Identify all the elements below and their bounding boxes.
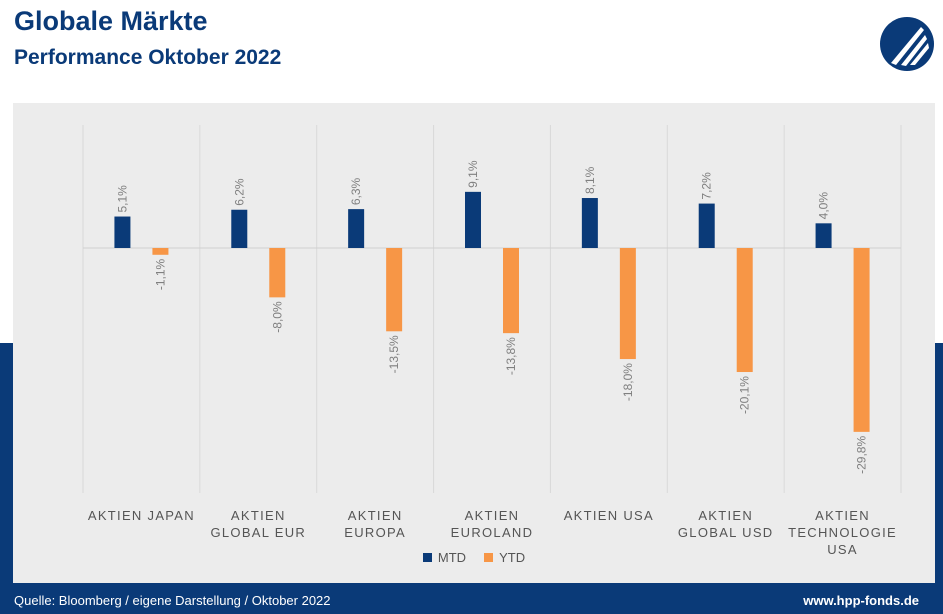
- chart-panel: 5,1% -1,1% 6,2% -8,0% 6,3% -13,5% 9,1% -13,8% 8,…: [13, 103, 935, 583]
- data-label-mtd: 4,0%: [817, 192, 831, 220]
- legend-label-ytd: YTD: [499, 550, 526, 565]
- chart-legend: MTD YTD: [13, 550, 935, 565]
- data-label-mtd: 7,2%: [700, 172, 714, 200]
- data-label-mtd: 8,1%: [583, 166, 597, 194]
- category-label: AKTIEN GLOBAL USD: [677, 508, 774, 540]
- data-label-ytd: -18,0%: [621, 363, 635, 401]
- legend-swatch-ytd: [484, 553, 494, 562]
- source-note: Quelle: Bloomberg / eigene Darstellung /…: [14, 593, 331, 608]
- data-label-mtd: 6,3%: [349, 177, 363, 205]
- data-label-mtd: 9,1%: [466, 160, 480, 188]
- bar-chart: 5,1% -1,1% 6,2% -8,0% 6,3% -13,5% 9,1% -13,8% 8,…: [82, 125, 902, 493]
- website-link[interactable]: www.hpp-fonds.de: [803, 593, 919, 608]
- category-label: AKTIEN USA: [563, 508, 654, 523]
- data-label-ytd: -13,8%: [504, 337, 518, 375]
- data-label-ytd: -20,1%: [738, 376, 752, 414]
- data-label-ytd: -29,8%: [855, 436, 869, 474]
- bar-ytd: [736, 248, 753, 373]
- page-subtitle: Performance Oktober 2022: [14, 46, 282, 69]
- data-label-mtd: 6,2%: [232, 178, 246, 206]
- bar-mtd: [465, 191, 481, 248]
- data-label-ytd: -13,5%: [387, 335, 401, 373]
- data-label-ytd: -1,1%: [153, 258, 167, 290]
- category-label: AKTIEN EUROPA: [344, 508, 407, 540]
- bar-ytd: [269, 248, 286, 298]
- hpp-logo-icon[interactable]: [879, 16, 935, 72]
- page-title: Globale Märkte: [14, 6, 208, 36]
- bar-ytd: [853, 248, 870, 432]
- bar-mtd: [231, 209, 248, 248]
- legend-label-mtd: MTD: [437, 550, 467, 565]
- category-label: AKTIEN EUROLAND: [450, 508, 534, 540]
- bar-ytd: [619, 248, 636, 360]
- category-label: AKTIEN GLOBAL EUR: [210, 508, 307, 540]
- legend-item-ytd: YTD: [484, 550, 525, 565]
- bar-ytd: [503, 248, 519, 334]
- bar-mtd: [581, 198, 598, 248]
- category-label: AKTIEN TECHNOLOGIE USA: [788, 508, 898, 557]
- bar-mtd: [348, 209, 365, 248]
- bar-ytd: [152, 248, 169, 255]
- bar-mtd: [815, 223, 832, 248]
- bar-mtd: [698, 203, 715, 248]
- data-label-mtd: 5,1%: [115, 185, 129, 213]
- bar-ytd: [386, 248, 403, 332]
- bar-mtd: [114, 216, 131, 248]
- legend-item-mtd: MTD: [422, 550, 467, 565]
- category-label: AKTIEN JAPAN: [87, 508, 195, 523]
- data-label-ytd: -8,0%: [270, 301, 284, 333]
- legend-swatch-mtd: [422, 553, 432, 562]
